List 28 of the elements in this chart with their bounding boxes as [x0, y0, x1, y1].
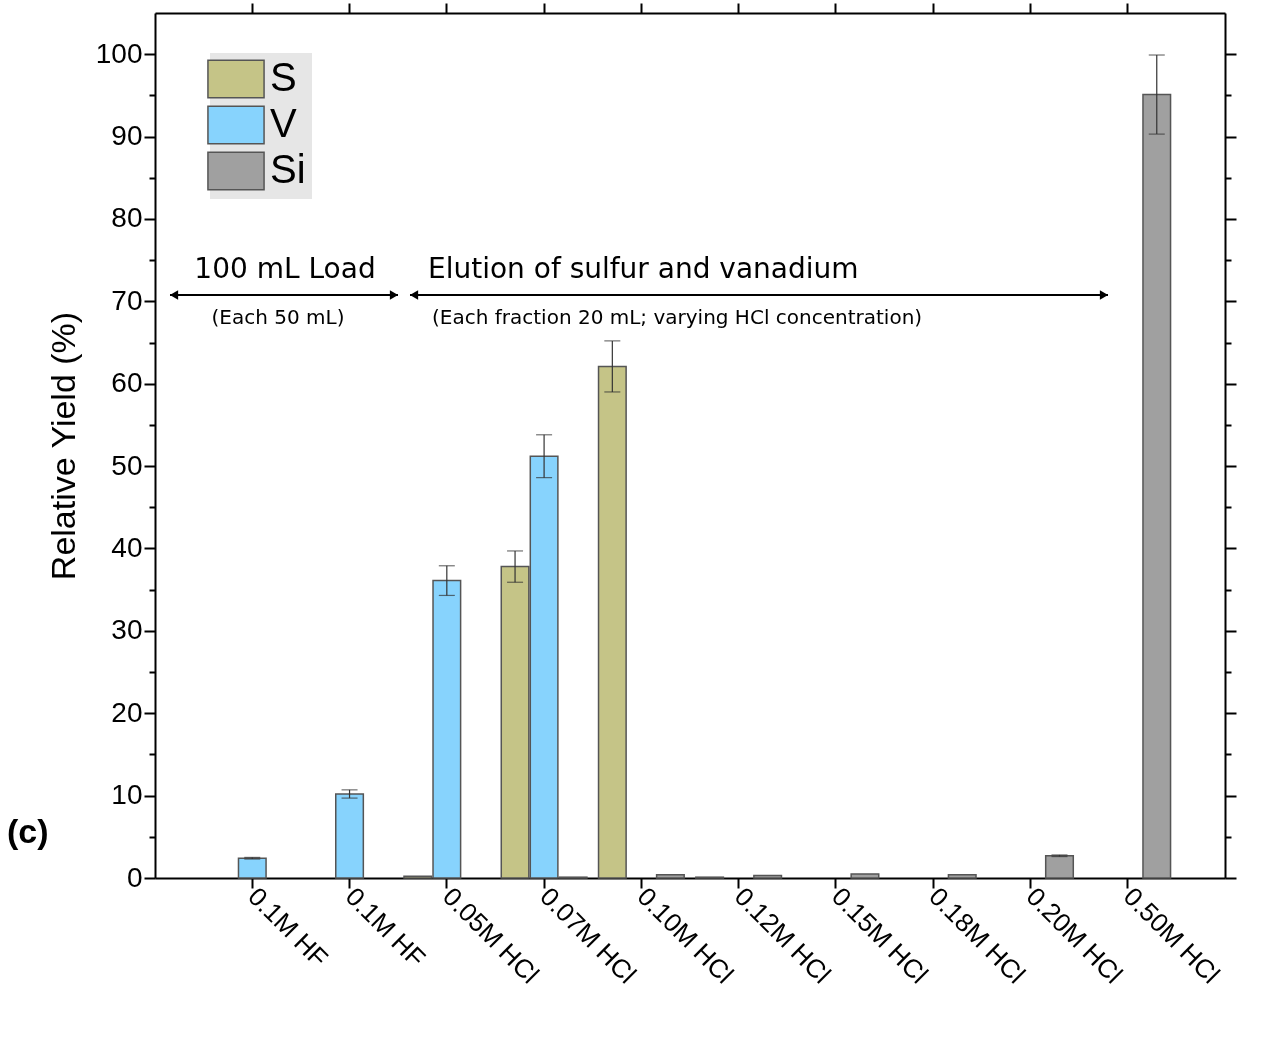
bar [655, 873, 685, 879]
bar [597, 365, 627, 879]
annotation: (Each 50 mL) [211, 305, 345, 329]
bar [850, 873, 880, 879]
y-tick-label: 70 [111, 284, 143, 316]
legend-label: V [270, 101, 297, 145]
y-axis-title: Relative Yield (%) [43, 311, 82, 581]
y-tick-label: 20 [111, 696, 143, 728]
legend-label: Si [270, 147, 306, 191]
annotation: Elution of sulfur and vanadium [428, 252, 859, 285]
y-tick-label: 80 [111, 202, 143, 234]
legend-label: S [270, 55, 297, 99]
y-tick-label: 60 [111, 367, 143, 399]
y-tick-label: 30 [111, 614, 143, 646]
annotation: 100 mL Load [194, 252, 376, 285]
text: (c) [7, 812, 49, 850]
y-tick-label: 10 [111, 779, 143, 811]
y-tick-label: 100 [95, 37, 143, 69]
bar [947, 873, 977, 879]
y-tick-label: 90 [111, 120, 143, 152]
bar [753, 874, 783, 879]
bar [1044, 855, 1075, 879]
y-tick-label: 50 [111, 449, 143, 481]
y-tick-label: 40 [111, 531, 143, 563]
annotation: (Each fraction 20 mL; varying HCl concentration) [432, 305, 923, 329]
bar [237, 857, 267, 879]
y-tick-label: 0 [126, 861, 143, 893]
bar [1142, 93, 1172, 879]
